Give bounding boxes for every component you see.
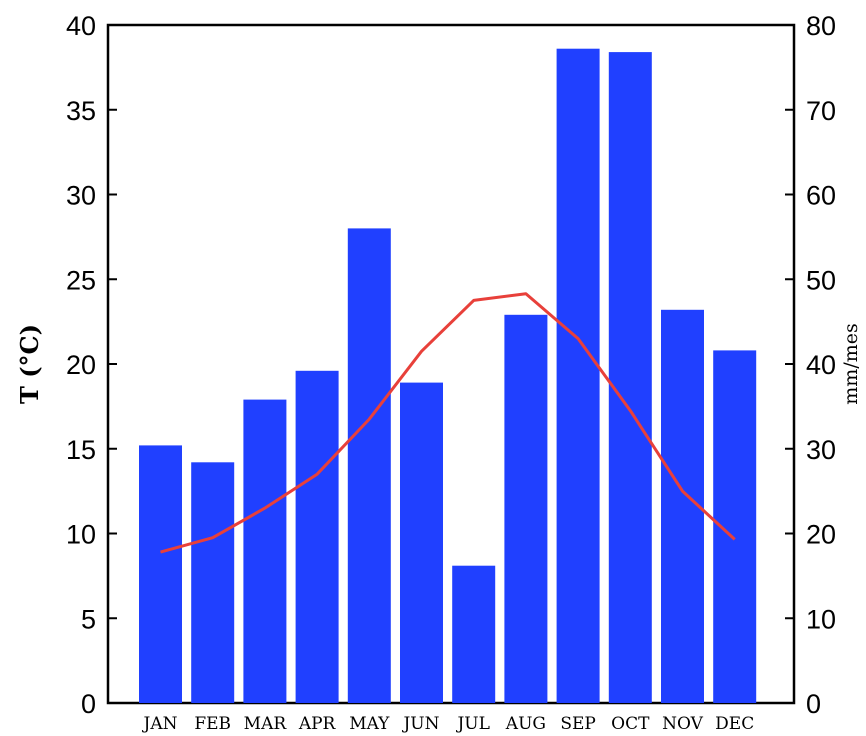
left-tick-label: 40	[66, 11, 96, 41]
x-axis-labels: JAN FEB MAR APR MAY JUN JUL AUG SEP OCT NOV DEC	[142, 714, 755, 734]
bar-may	[347, 228, 391, 703]
y-axis-right-label: mm/mes	[840, 323, 862, 404]
bar-jan	[139, 445, 182, 703]
left-tick-label: 15	[66, 435, 96, 465]
bar-mar	[243, 399, 287, 703]
y-axis-left-label: T (°C)	[15, 324, 44, 404]
right-axis-ticks: 0 10 20 30 40 50 60 70 80	[785, 11, 836, 719]
right-tick-label: 30	[806, 435, 836, 465]
left-tick-label: 35	[66, 96, 96, 126]
left-tick-label: 10	[66, 520, 96, 550]
category-label: NOV	[662, 714, 704, 734]
category-label: JAN	[142, 714, 178, 734]
left-tick-label: 20	[66, 350, 96, 380]
category-label: APR	[298, 714, 337, 734]
right-tick-label: 70	[806, 96, 836, 126]
left-tick-label: 0	[81, 689, 96, 719]
left-axis-ticks: 0 5 10 15 20 25 30 35 40	[66, 11, 117, 719]
bar-jun	[400, 382, 443, 703]
category-label: SEP	[560, 714, 596, 734]
right-tick-label: 50	[806, 265, 836, 295]
category-label: OCT	[611, 714, 650, 734]
right-tick-label: 10	[806, 604, 836, 634]
line-series	[160, 292, 736, 554]
category-label: DEC	[715, 714, 754, 734]
right-tick-label: 40	[806, 350, 836, 380]
bar-series	[139, 48, 757, 704]
right-tick-label: 0	[806, 689, 821, 719]
category-label: MAY	[349, 714, 390, 734]
bar-oct	[608, 52, 652, 704]
left-tick-label: 30	[66, 181, 96, 211]
bar-apr	[295, 370, 339, 703]
right-tick-label: 80	[806, 11, 836, 41]
bar-feb	[191, 462, 235, 703]
bar-sep	[556, 48, 600, 703]
left-tick-label: 5	[81, 604, 96, 634]
bar-jul	[452, 565, 496, 703]
bar-aug	[504, 314, 548, 703]
category-label: JUN	[401, 714, 439, 734]
category-label: AUG	[505, 714, 546, 734]
right-tick-label: 20	[806, 520, 836, 550]
left-tick-label: 25	[66, 265, 96, 295]
category-label: JUL	[455, 714, 489, 734]
right-tick-label: 60	[806, 181, 836, 211]
category-label: FEB	[194, 714, 231, 734]
category-label: MAR	[244, 714, 288, 734]
